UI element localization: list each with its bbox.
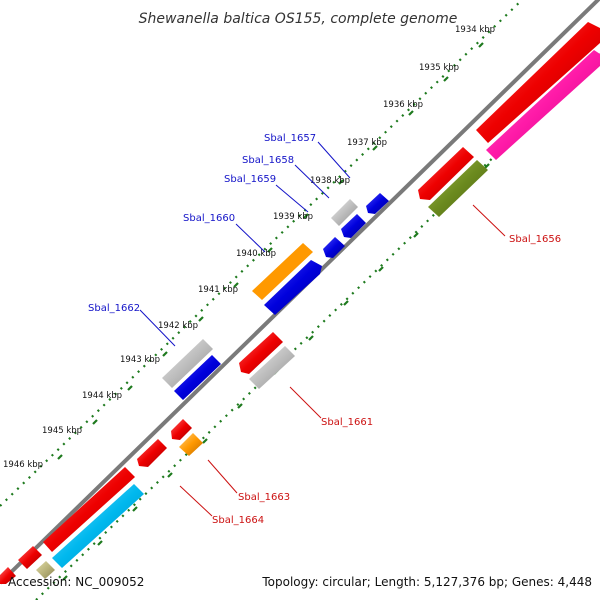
kbp-label: 1946 kbp xyxy=(3,460,43,470)
kbp-label: 1944 kbp xyxy=(82,391,122,401)
gene-feature[interactable] xyxy=(486,50,600,160)
outer-major-ticks xyxy=(57,42,484,460)
gene-sbal-1659[interactable] xyxy=(341,214,366,238)
gene-label-sbal-1663[interactable]: Sbal_1663 xyxy=(238,492,290,503)
gene-feature[interactable] xyxy=(174,355,221,400)
gene-sbal-1663[interactable] xyxy=(179,433,203,456)
gene-feature[interactable] xyxy=(43,467,135,552)
gene-label-sbal-1662[interactable]: Sbal_1662 xyxy=(88,303,140,314)
kbp-labels: 1934 kbp 1935 kbp 1936 kbp 1937 kbp 1938… xyxy=(3,25,495,470)
gene-sbal-1656[interactable] xyxy=(418,147,474,200)
gene-feature[interactable] xyxy=(249,346,295,389)
kbp-label: 1936 kbp xyxy=(383,100,423,110)
accession-text: Accession: NC_009052 xyxy=(8,575,144,589)
gene-label-sbal-1664[interactable]: Sbal_1664 xyxy=(212,515,264,526)
gene-sbal-1664[interactable] xyxy=(52,484,144,568)
kbp-label: 1935 kbp xyxy=(419,63,459,73)
gene-label-sbal-1658[interactable]: Sbal_1658 xyxy=(242,155,294,166)
kbp-label: 1937 kbp xyxy=(347,138,387,148)
gene-feature[interactable] xyxy=(171,419,192,440)
genome-summary-text: Topology: circular; Length: 5,127,376 bp… xyxy=(261,575,592,589)
gene-feature[interactable] xyxy=(0,567,16,584)
gene-feature[interactable] xyxy=(323,237,345,258)
gene-feature[interactable] xyxy=(264,260,322,315)
inner-tick-track xyxy=(35,53,600,600)
kbp-label: 1943 kbp xyxy=(120,355,160,365)
kbp-label: 1938 kbp xyxy=(310,176,350,186)
gene-label-sbal-1661[interactable]: Sbal_1661 xyxy=(321,417,373,428)
gene-label-sbal-1659[interactable]: Sbal_1659 xyxy=(224,174,276,185)
gene-sbal-1660[interactable] xyxy=(252,243,313,300)
gene-label-sbal-1657[interactable]: Sbal_1657 xyxy=(264,133,316,144)
kbp-label: 1941 kbp xyxy=(198,285,238,295)
gene-sbal-1662[interactable] xyxy=(162,339,213,388)
gene-feature[interactable] xyxy=(36,561,55,579)
map-title: Shewanella baltica OS155, complete genom… xyxy=(139,11,458,27)
kbp-label: 1945 kbp xyxy=(42,426,82,436)
gene-sbal-1661[interactable] xyxy=(239,332,283,374)
gene-label-sbal-1660[interactable]: Sbal_1660 xyxy=(183,213,235,224)
gene-sbal-1658[interactable] xyxy=(366,193,389,214)
gene-feature[interactable] xyxy=(428,160,488,217)
gene-feature[interactable] xyxy=(476,22,600,143)
label-leaders xyxy=(139,141,506,517)
gene-feature[interactable] xyxy=(18,546,42,569)
gene-sbal-1657[interactable] xyxy=(331,199,358,226)
kbp-label: 1940 kbp xyxy=(236,249,276,259)
kbp-label: 1942 kbp xyxy=(158,321,198,331)
kbp-label: 1939 kbp xyxy=(273,212,313,222)
gene-label-sbal-1656[interactable]: Sbal_1656 xyxy=(509,234,561,245)
kbp-label: 1934 kbp xyxy=(455,25,495,35)
gene-feature[interactable] xyxy=(137,439,167,467)
